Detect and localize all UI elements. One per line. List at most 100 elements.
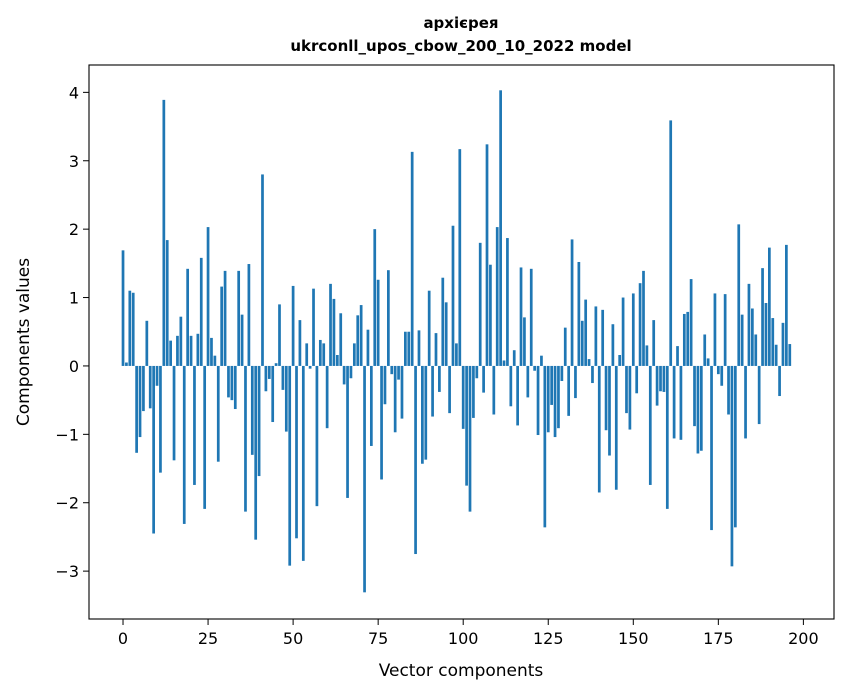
bar: [322, 343, 326, 366]
bar: [233, 365, 237, 410]
bar: [376, 279, 380, 366]
bar: [716, 365, 720, 375]
bar: [271, 365, 275, 423]
bar: [434, 333, 438, 366]
bar: [390, 365, 394, 375]
bar: [512, 350, 516, 366]
bar: [203, 365, 207, 509]
bar: [421, 365, 424, 464]
bar: [281, 365, 285, 390]
x-axis-label: Vector components: [379, 661, 544, 681]
bar: [485, 144, 489, 366]
bar: [642, 270, 645, 366]
bar: [655, 365, 659, 406]
bar: [723, 294, 727, 366]
bar: [686, 311, 690, 366]
bar: [785, 244, 788, 366]
x-tick-label: 100: [448, 629, 479, 648]
bar: [519, 267, 523, 366]
bar: [213, 355, 217, 366]
bar: [601, 309, 605, 366]
x-tick-label: 175: [703, 629, 734, 648]
bar: [356, 315, 360, 366]
bar: [278, 304, 281, 366]
bar: [693, 365, 696, 427]
bar: [618, 355, 622, 366]
bar: [611, 324, 615, 366]
bar: [536, 365, 540, 436]
bar: [216, 365, 220, 462]
bar: [298, 320, 302, 366]
bar: [713, 293, 717, 366]
y-tick-label: 2: [69, 220, 79, 239]
bar: [669, 120, 673, 366]
y-tick-label: −2: [55, 494, 79, 513]
bar: [291, 285, 295, 366]
bar: [230, 365, 234, 401]
bar: [472, 365, 475, 418]
bar: [710, 365, 713, 531]
bar: [788, 344, 792, 366]
bar: [502, 360, 506, 366]
bar: [366, 329, 370, 366]
bar: [699, 365, 703, 451]
bar: [349, 365, 353, 379]
bar: [621, 297, 625, 366]
bar: [665, 365, 669, 509]
bar: [468, 365, 472, 512]
bar: [444, 302, 448, 366]
x-tick-label: 0: [118, 629, 128, 648]
bar: [220, 286, 224, 366]
bar: [247, 264, 251, 366]
bar: [414, 365, 417, 555]
y-tick-label: −3: [55, 562, 79, 581]
bar: [148, 365, 152, 409]
bar: [465, 365, 468, 486]
bar: [570, 239, 574, 366]
bar: [393, 365, 397, 433]
bar: [315, 365, 319, 507]
bar: [186, 268, 190, 366]
bar: [451, 225, 455, 366]
bar: [659, 365, 662, 392]
bar: [751, 308, 754, 366]
chart-title-line-2: ukrconll_upos_cbow_200_10_2022 model: [290, 37, 631, 55]
bar: [240, 314, 244, 366]
bar: [720, 365, 724, 386]
bar: [352, 343, 356, 366]
bar: [182, 365, 186, 524]
x-tick-label: 200: [788, 629, 819, 648]
bar: [557, 365, 560, 429]
bar: [744, 365, 747, 439]
bar: [458, 149, 462, 366]
bar: [329, 283, 332, 366]
bar: [676, 346, 679, 366]
bar: [546, 365, 550, 433]
x-tick-label: 50: [283, 629, 303, 648]
bar: [176, 335, 179, 366]
bar: [689, 279, 693, 366]
bar: [250, 365, 254, 455]
bar: [730, 365, 734, 567]
bar: [162, 99, 166, 366]
bar: [244, 365, 247, 512]
bar: [128, 290, 132, 366]
bar: [591, 365, 594, 384]
bar: [210, 337, 213, 366]
bar: [237, 270, 241, 366]
bar: [254, 365, 258, 540]
y-tick-label: 3: [69, 152, 79, 171]
bar: [427, 290, 431, 366]
y-tick-label: 4: [69, 83, 79, 102]
bar: [179, 316, 183, 366]
bar: [499, 90, 502, 366]
bar: [740, 314, 744, 366]
bar: [771, 318, 775, 366]
bar: [604, 365, 608, 431]
bar: [727, 365, 730, 415]
bar: [764, 303, 768, 366]
bar: [135, 365, 138, 453]
bar: [121, 250, 125, 366]
bar: [138, 365, 142, 438]
bar: [363, 365, 366, 593]
